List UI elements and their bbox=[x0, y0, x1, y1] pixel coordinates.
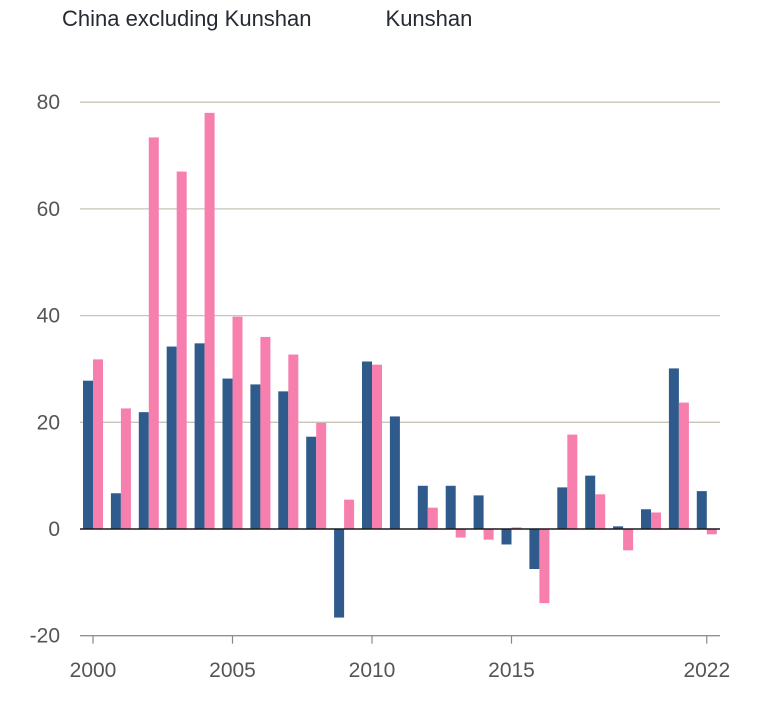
bar-kunshan-2006 bbox=[260, 336, 271, 529]
bar-china-excluding-kunshan-2005 bbox=[222, 378, 233, 529]
bar-kunshan-2012 bbox=[427, 507, 438, 529]
bar-china-excluding-kunshan-2010 bbox=[362, 361, 372, 529]
bar-kunshan-2004 bbox=[204, 112, 215, 530]
bar-kunshan-2008 bbox=[316, 422, 327, 529]
legend-label: China excluding Kunshan bbox=[62, 6, 312, 31]
bar-china-excluding-kunshan-2015 bbox=[501, 529, 512, 545]
bar-china-excluding-kunshan-2014 bbox=[473, 495, 484, 529]
bar-china-excluding-kunshan-2011 bbox=[389, 416, 400, 529]
bar-china-excluding-kunshan-2022 bbox=[696, 491, 707, 529]
bar-kunshan-2021 bbox=[678, 402, 689, 529]
bar-kunshan-2003 bbox=[176, 171, 187, 529]
bar-kunshan-2005 bbox=[232, 316, 243, 529]
x-tick-label: 2000 bbox=[70, 659, 117, 682]
bar-china-excluding-kunshan-2004 bbox=[194, 343, 205, 529]
bar-kunshan-2010 bbox=[372, 364, 382, 529]
y-tick-label: 0 bbox=[48, 518, 60, 541]
bar-kunshan-2014 bbox=[483, 529, 494, 540]
y-tick-label: 80 bbox=[37, 91, 60, 114]
bar-china-excluding-kunshan-2002 bbox=[138, 412, 149, 529]
bar-kunshan-2007 bbox=[288, 354, 299, 529]
bar-china-excluding-kunshan-2007 bbox=[278, 391, 289, 529]
bar-china-excluding-kunshan-2017 bbox=[557, 487, 568, 529]
bar-kunshan-2001 bbox=[120, 408, 131, 529]
bar-kunshan-2013 bbox=[455, 529, 466, 538]
bar-kunshan-2020 bbox=[651, 512, 661, 529]
y-tick-label: -20 bbox=[30, 625, 60, 648]
bar-china-excluding-kunshan-2001 bbox=[110, 493, 121, 529]
bar-kunshan-2015 bbox=[511, 527, 522, 529]
bar-china-excluding-kunshan-2006 bbox=[250, 384, 261, 529]
bar-china-excluding-kunshan-2018 bbox=[585, 475, 596, 529]
bar-kunshan-2019 bbox=[623, 529, 634, 551]
bar-kunshan-2016 bbox=[539, 529, 550, 604]
bar-china-excluding-kunshan-2020 bbox=[641, 509, 651, 529]
bar-kunshan-2000 bbox=[93, 359, 103, 529]
legend-label: Kunshan bbox=[385, 6, 473, 31]
y-tick-label: 60 bbox=[37, 198, 60, 221]
bar-kunshan-2009 bbox=[344, 499, 355, 529]
legend-item-kunshan: Kunshan bbox=[386, 6, 473, 32]
legend-item-china-excluding-kunshan: China excluding Kunshan bbox=[62, 6, 312, 32]
bar-china-excluding-kunshan-2000 bbox=[83, 380, 93, 529]
x-tick-label: 2010 bbox=[349, 659, 396, 682]
bar-china-excluding-kunshan-2019 bbox=[613, 526, 624, 529]
bar-kunshan-2017 bbox=[567, 434, 578, 529]
y-tick-label: 20 bbox=[37, 411, 60, 434]
x-tick-label: 2005 bbox=[209, 659, 256, 682]
x-tick-label: 2022 bbox=[683, 659, 730, 682]
bar-china-excluding-kunshan-2009 bbox=[334, 529, 345, 618]
legend: China excluding Kunshan Kunshan bbox=[62, 6, 472, 32]
y-tick-label: 40 bbox=[37, 305, 60, 328]
bar-china-excluding-kunshan-2016 bbox=[529, 529, 540, 570]
bar-china-excluding-kunshan-2012 bbox=[417, 485, 428, 529]
bar-kunshan-2022 bbox=[706, 529, 717, 535]
bar-kunshan-2018 bbox=[595, 494, 606, 529]
x-tick-label: 2015 bbox=[488, 659, 535, 682]
bar-china-excluding-kunshan-2013 bbox=[445, 485, 456, 529]
bar-china-excluding-kunshan-2021 bbox=[668, 368, 679, 529]
bar-china-excluding-kunshan-2003 bbox=[166, 346, 177, 529]
bar-kunshan-2002 bbox=[148, 137, 159, 529]
bar-china-excluding-kunshan-2008 bbox=[306, 436, 317, 529]
